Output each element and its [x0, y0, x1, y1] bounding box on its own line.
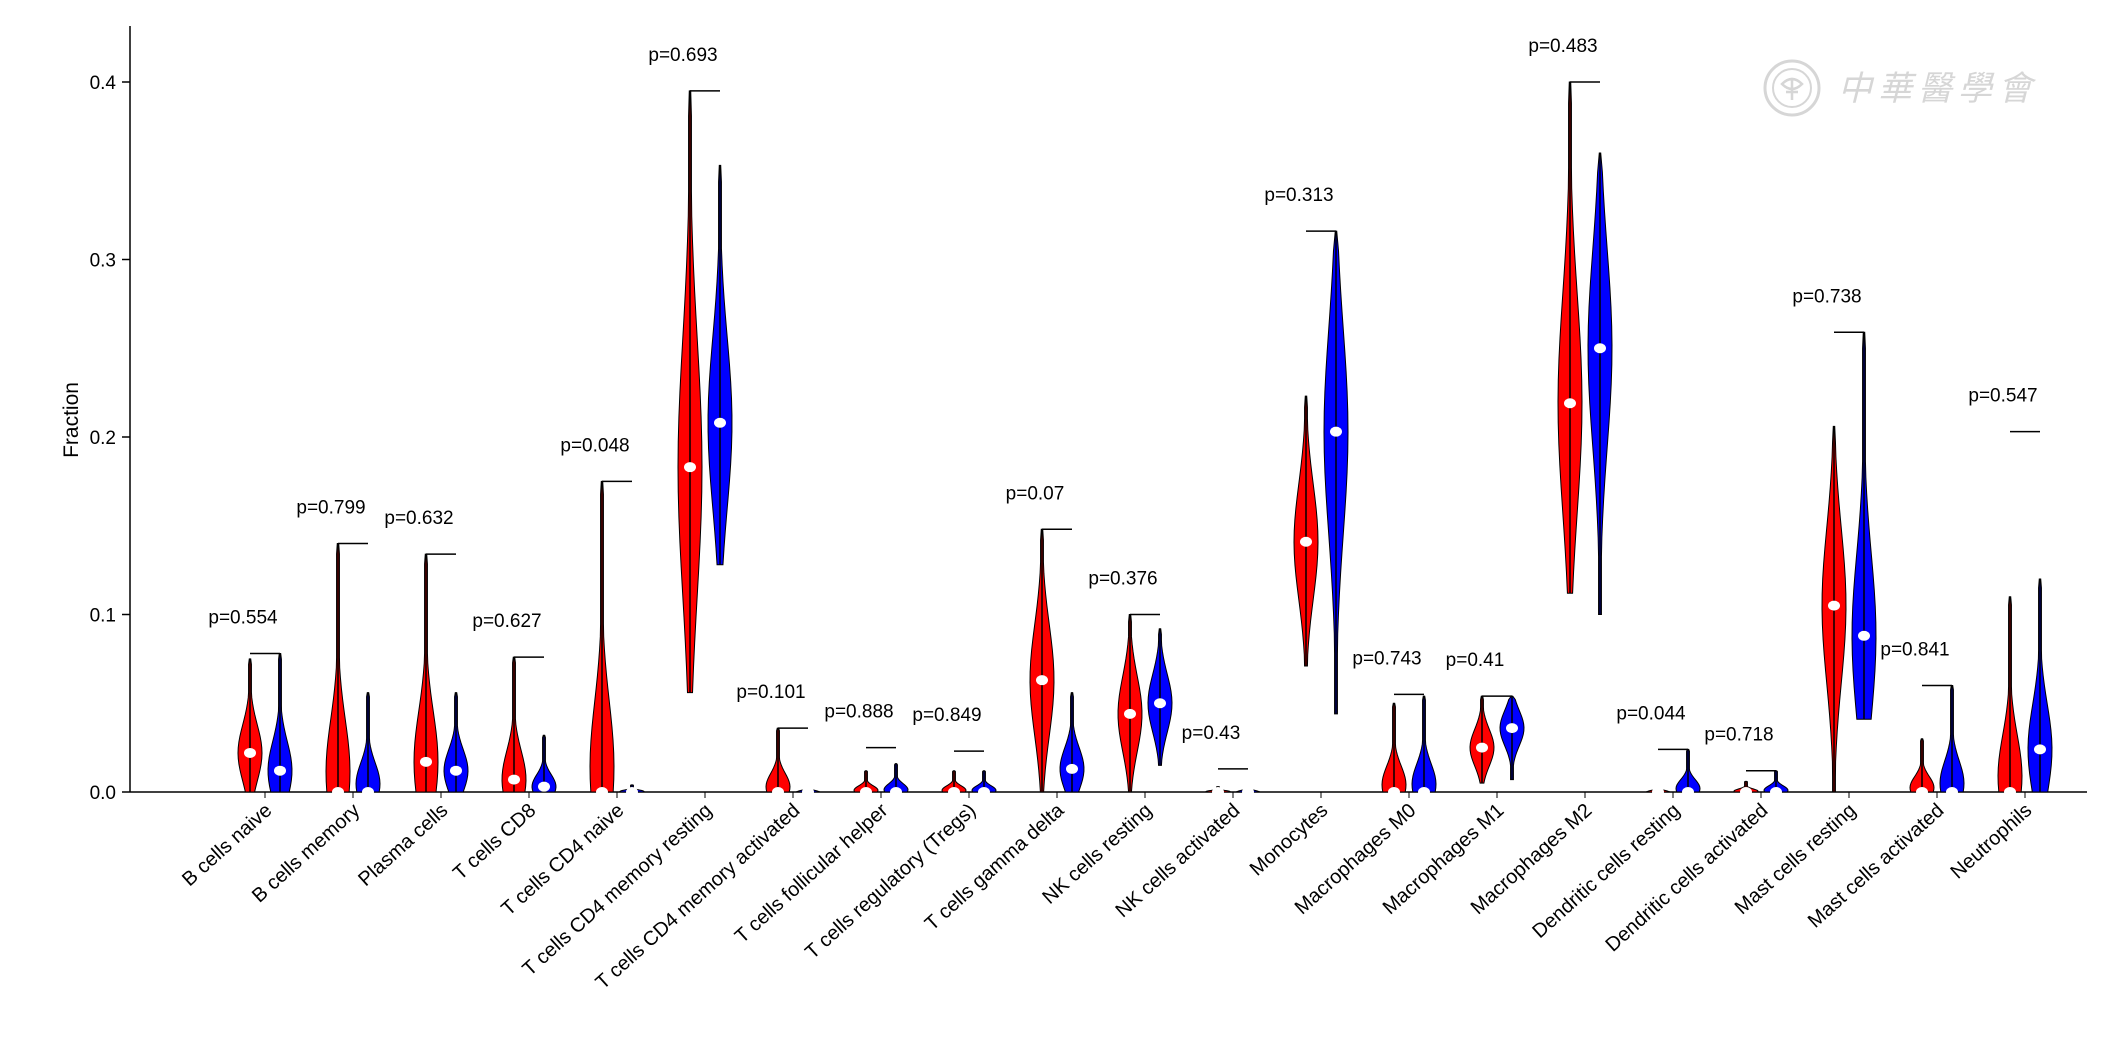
- median-dot-blue: [2034, 744, 2046, 755]
- median-dot-blue: [1682, 787, 1694, 797]
- x-tick-label: T cells follicular helper: [731, 799, 893, 948]
- y-tick-label: 0.4: [90, 73, 117, 94]
- median-dot-blue: [1594, 343, 1606, 354]
- x-tick-label: Plasma cells: [354, 799, 452, 890]
- median-dot-red: [332, 787, 344, 797]
- medical-association-seal-icon: [1763, 59, 1821, 117]
- median-dot-red: [1212, 787, 1224, 797]
- y-tick-label: 0.2: [90, 428, 116, 449]
- median-dot-red: [772, 787, 784, 797]
- x-tick-label: Dendritic cells activated: [1601, 799, 1772, 956]
- median-dot-blue: [1154, 698, 1166, 709]
- median-dot-red: [596, 787, 608, 797]
- x-tick-label: Dendritic cells resting: [1528, 799, 1684, 943]
- p-value-label: p=0.718: [1704, 725, 1773, 746]
- median-dot-red: [948, 787, 960, 797]
- median-dot-blue: [274, 765, 286, 776]
- median-dot-red: [1740, 787, 1752, 797]
- median-dot-blue: [1770, 787, 1782, 797]
- median-dot-blue: [1506, 723, 1518, 734]
- median-dot-blue: [1858, 630, 1870, 641]
- p-value-label: p=0.627: [472, 611, 541, 632]
- median-dot-red: [420, 756, 432, 767]
- median-dot-red: [860, 787, 872, 797]
- y-axis-title: Fraction: [60, 382, 83, 458]
- median-dot-red: [1388, 787, 1400, 797]
- median-dot-red: [508, 774, 520, 785]
- median-dot-red: [1828, 600, 1840, 611]
- median-dot-blue: [626, 787, 638, 797]
- y-tick-label: 0.3: [90, 251, 116, 272]
- p-value-label: p=0.41: [1446, 650, 1505, 671]
- p-value-label: p=0.43: [1182, 723, 1241, 744]
- median-dot-red: [1300, 536, 1312, 547]
- median-dot-blue: [714, 417, 726, 428]
- median-dot-blue: [978, 787, 990, 797]
- p-value-label: p=0.313: [1264, 185, 1333, 206]
- p-value-label: p=0.888: [824, 702, 893, 723]
- median-dot-red: [684, 462, 696, 473]
- median-dot-red: [1652, 787, 1664, 797]
- p-value-label: p=0.048: [560, 435, 629, 456]
- p-value-label: p=0.547: [1968, 386, 2037, 407]
- median-dot-blue: [1242, 787, 1254, 797]
- plot-area: p=0.554 p=0.799 p=0.632 p=0.627 p=0.048 p=0.6…: [208, 36, 2053, 797]
- median-dot-blue: [1418, 787, 1430, 797]
- x-tick-label: Neutrophils: [1946, 799, 2036, 883]
- watermark: 中華醫學會: [1763, 59, 2038, 117]
- x-tick-label: T cells regulatory (Tregs): [801, 799, 980, 963]
- median-dot-blue: [890, 787, 902, 797]
- p-value-label: p=0.743: [1352, 648, 1421, 669]
- median-dot-blue: [538, 781, 550, 792]
- median-dot-red: [1124, 708, 1136, 719]
- median-dot-red: [244, 747, 256, 758]
- median-dot-red: [1564, 398, 1576, 409]
- p-value-label: p=0.483: [1528, 36, 1597, 57]
- watermark-text: 中華醫學會: [1838, 69, 2038, 109]
- y-tick-label: 0.1: [90, 606, 116, 627]
- x-tick-label: T cells CD8: [449, 799, 540, 884]
- p-value-label: p=0.738: [1792, 286, 1861, 307]
- median-dot-red: [1036, 675, 1048, 686]
- median-dot-blue: [450, 765, 462, 776]
- median-dot-red: [1916, 787, 1928, 797]
- p-value-label: p=0.849: [912, 705, 981, 726]
- x-tick-label: B cells naive: [178, 799, 276, 890]
- median-dot-blue: [1330, 426, 1342, 437]
- p-value-label: p=0.841: [1880, 640, 1949, 661]
- p-value-label: p=0.554: [208, 608, 278, 629]
- median-dot-blue: [802, 787, 814, 797]
- p-value-label: p=0.693: [648, 45, 717, 66]
- y-tick-label: 0.0: [90, 783, 116, 804]
- p-value-label: p=0.799: [296, 498, 365, 519]
- p-value-label: p=0.07: [1006, 483, 1065, 504]
- p-value-label: p=0.101: [736, 682, 805, 703]
- median-dot-blue: [362, 787, 374, 797]
- p-value-label: p=0.376: [1088, 569, 1157, 590]
- p-value-label: p=0.044: [1616, 703, 1686, 724]
- median-dot-blue: [1066, 763, 1078, 774]
- median-dot-blue: [1946, 787, 1958, 797]
- p-value-label: p=0.632: [384, 508, 453, 529]
- median-dot-red: [1476, 742, 1488, 753]
- median-dot-red: [2004, 787, 2016, 797]
- x-tick-label: Monocytes: [1246, 799, 1333, 880]
